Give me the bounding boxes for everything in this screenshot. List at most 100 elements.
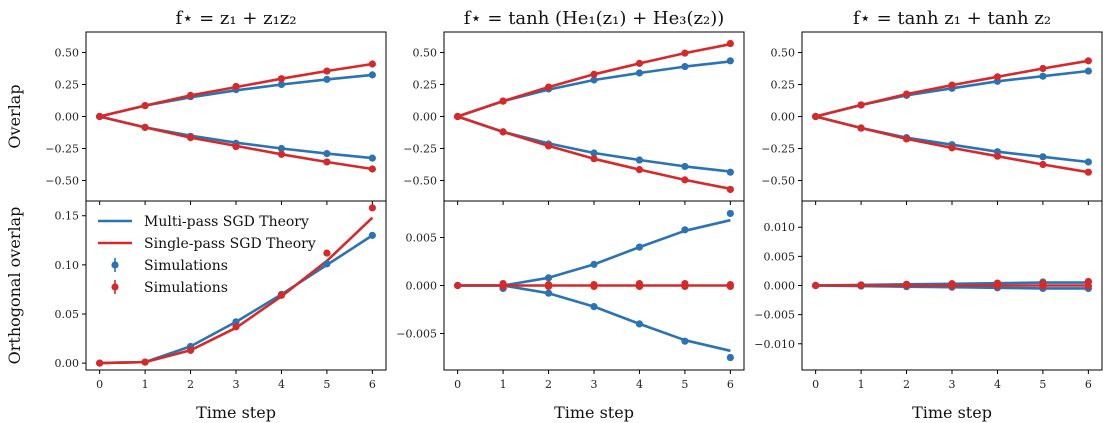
y-tick-label: 0.000 <box>764 280 796 293</box>
x-tick-label: 2 <box>903 378 910 391</box>
data-point-single-sim <box>186 346 195 354</box>
data-point-single-sim <box>1039 160 1047 169</box>
y-tick-label: −0.005 <box>396 328 437 341</box>
x-tick-label: 6 <box>1085 378 1092 391</box>
x-tick-label: 0 <box>96 378 103 391</box>
data-point-single-sim <box>368 165 376 173</box>
data-point-single-sim <box>141 123 149 131</box>
data-point-single-sim <box>368 60 376 68</box>
y-axis-label: Orthogonal overlap <box>5 207 24 365</box>
y-tick-label: 0.05 <box>55 308 80 321</box>
data-point-single-sim <box>232 323 240 331</box>
data-point-multi-sim <box>1084 158 1092 166</box>
data-point-single-sim <box>1084 282 1092 290</box>
y-tick-label: 0.50 <box>55 46 80 59</box>
data-point-single-sim <box>948 144 956 152</box>
data-point-single-sim <box>726 185 734 194</box>
series-line-multi-theory-1 <box>457 284 731 353</box>
data-point-multi-sim <box>590 76 598 84</box>
series-line-multi-theory-1 <box>99 115 373 160</box>
series-line-multi-theory-1 <box>815 115 1089 164</box>
data-point-single-sim <box>681 176 689 184</box>
data-point-multi-sim <box>323 260 331 268</box>
legend-entry-label: Simulations <box>144 258 228 274</box>
x-tick-label: 2 <box>187 378 194 391</box>
data-point-single-sim <box>948 282 956 290</box>
series-line-multi-theory-0 <box>457 218 731 287</box>
data-point-single-sim <box>902 281 911 290</box>
data-point-multi-sim <box>726 209 734 218</box>
y-tick-label: 0.50 <box>771 46 796 59</box>
x-tick-label: 0 <box>812 378 819 391</box>
data-point-single-sim <box>902 90 911 98</box>
data-point-multi-sim <box>635 243 644 251</box>
data-point-single-sim <box>141 102 149 110</box>
data-point-single-sim <box>186 134 195 142</box>
panel-bottom-left: 0.00 0.05 0.10 0.15 0 1 2 3 4 5 6 Time step Orthogon… <box>5 200 387 422</box>
data-point-multi-sim <box>368 154 376 162</box>
y-tick-label: 0.00 <box>771 111 796 124</box>
data-point-multi-sim <box>277 80 286 89</box>
data-point-single-sim <box>499 97 507 105</box>
data-point-single-sim <box>948 81 956 89</box>
data-point-single-sim <box>1084 57 1092 65</box>
y-tick-label: 0.10 <box>55 259 80 272</box>
data-point-single-sim <box>277 150 286 158</box>
x-tick-label: 2 <box>545 378 552 391</box>
legend-entry-label: Multi-pass SGD Theory <box>144 214 309 230</box>
legend-entry-label: Simulations <box>144 280 228 296</box>
x-tick-label: 4 <box>636 378 643 391</box>
data-point-multi-sim <box>544 274 553 282</box>
panel-top-middle: −0.50 −0.25 0.00 0.25 0.50 f⋆ = tanh (He₁(z₁)… <box>403 8 745 205</box>
data-point-single-sim <box>635 166 644 174</box>
x-tick-label: 5 <box>1039 378 1046 391</box>
data-point-multi-sim <box>681 162 689 171</box>
x-axis-label: Time step <box>554 403 634 422</box>
data-point-multi-sim <box>323 150 331 158</box>
y-tick-label: −0.25 <box>45 143 79 156</box>
plot-frame <box>801 31 1103 202</box>
y-tick-label: 0.010 <box>764 221 796 234</box>
plot-frame <box>443 31 745 202</box>
series-line-multi-theory-0 <box>99 234 374 365</box>
y-tick-label: −0.25 <box>403 143 437 156</box>
data-point-single-sim <box>1084 168 1092 176</box>
data-point-multi-sim <box>1039 72 1047 80</box>
x-tick-label: 0 <box>454 378 461 391</box>
data-point-single-sim <box>96 112 104 121</box>
y-tick-label: 0.00 <box>55 357 80 370</box>
data-point-multi-sim <box>726 168 734 176</box>
data-point-multi-sim <box>726 353 734 362</box>
data-point-single-sim <box>902 135 911 143</box>
panel-title: f⋆ = z₁ + z₁z₂ <box>175 8 296 29</box>
x-axis-label: Time step <box>196 403 276 422</box>
data-point-single-sim <box>186 91 195 99</box>
x-tick-label: 3 <box>591 378 598 391</box>
data-point-single-sim <box>812 281 820 290</box>
panel-title: f⋆ = tanh (He₁(z₁) + He₃(z₂)) <box>464 8 725 29</box>
data-point-multi-sim <box>635 156 644 164</box>
data-point-multi-sim <box>323 75 331 83</box>
y-tick-label: 0.005 <box>406 231 438 244</box>
data-point-single-sim <box>323 67 331 75</box>
x-tick-label: 4 <box>278 378 285 391</box>
data-point-single-sim <box>323 158 331 166</box>
y-tick-label: 0.15 <box>55 210 80 223</box>
data-point-single-sim <box>635 282 644 291</box>
y-tick-label: −0.50 <box>761 175 795 188</box>
y-tick-label: 0.00 <box>413 111 438 124</box>
data-point-single-sim <box>993 73 1002 81</box>
panel-top-right: −0.50 −0.25 0.00 0.25 0.50 f⋆ = tanh z₁ + tan… <box>761 8 1103 205</box>
data-point-single-sim <box>635 59 644 67</box>
data-point-multi-sim <box>277 144 286 153</box>
data-point-single-sim <box>857 281 865 290</box>
data-point-single-sim <box>277 291 286 299</box>
data-point-single-sim <box>1039 282 1047 290</box>
y-tick-label: 0.25 <box>413 78 438 91</box>
data-point-single-sim <box>726 282 734 291</box>
data-point-multi-sim <box>681 226 689 234</box>
x-tick-label: 1 <box>500 378 507 391</box>
data-point-multi-sim <box>368 231 376 239</box>
y-tick-label: −0.010 <box>754 338 795 351</box>
